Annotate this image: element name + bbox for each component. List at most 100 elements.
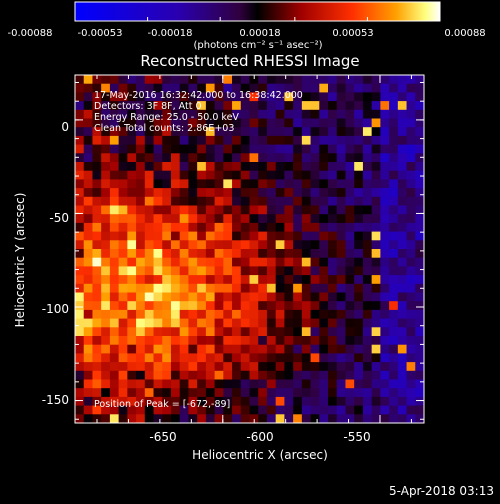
heatmap-cell [232, 292, 242, 302]
heatmap-cell [170, 327, 181, 337]
heatmap-cell [153, 396, 163, 406]
heatmap-cell [371, 318, 381, 328]
heatmap-cell [380, 301, 390, 311]
heatmap-cell [144, 109, 154, 119]
heatmap-cell [397, 257, 407, 267]
heatmap-cell [144, 396, 154, 406]
heatmap-cell [362, 275, 373, 285]
heatmap-cell [83, 283, 93, 293]
heatmap-cell [153, 405, 163, 415]
heatmap-cell [214, 362, 224, 372]
heatmap-cell [92, 188, 102, 198]
heatmap-cell [188, 196, 198, 206]
heatmap-cell [214, 179, 224, 189]
x-tick-label: -550 [343, 430, 370, 444]
heatmap-cell [389, 144, 399, 154]
heatmap-cell [389, 318, 399, 328]
heatmap-cell [214, 344, 224, 354]
heatmap-cell [118, 370, 128, 380]
heatmap-cell [179, 188, 189, 198]
heatmap-cell [406, 362, 416, 372]
heatmap-cell [136, 231, 146, 241]
heatmap-cell [136, 153, 146, 163]
heatmap-cell [345, 188, 355, 198]
heatmap-cell [127, 135, 137, 145]
heatmap-cell [179, 170, 189, 180]
heatmap-cell [153, 336, 163, 346]
heatmap-cell [118, 353, 128, 363]
heatmap-cell [144, 301, 154, 311]
heatmap-cell [136, 101, 146, 111]
heatmap-cell [389, 75, 399, 85]
heatmap-cell [136, 222, 146, 232]
heatmap-cell [301, 275, 311, 285]
heatmap-cell [345, 101, 355, 111]
heatmap-cell [92, 379, 102, 389]
heatmap-cell [197, 188, 207, 198]
heatmap-cell [162, 162, 172, 172]
heatmap-cell [249, 353, 259, 363]
heatmap-cell [397, 336, 407, 346]
heatmap-cell [275, 162, 285, 172]
heatmap-cell [301, 266, 311, 276]
heatmap-cell [371, 388, 381, 398]
heatmap-cell [362, 101, 373, 111]
heatmap-cell [170, 75, 181, 85]
heatmap-cell [179, 153, 189, 163]
heatmap-cell [389, 266, 399, 276]
heatmap-cell [223, 362, 233, 372]
heatmap-cell [101, 162, 111, 172]
heatmap-cell [362, 214, 373, 224]
heatmap-cell [362, 318, 373, 328]
heatmap-cell [301, 362, 311, 372]
heatmap-cell [284, 222, 294, 232]
heatmap-cell [328, 101, 338, 111]
heatmap-cell [301, 396, 311, 406]
heatmap-cell [188, 231, 198, 241]
heatmap-cell [310, 92, 320, 102]
heatmap-cell [153, 83, 163, 93]
heatmap-cell [136, 170, 146, 180]
heatmap-cell [328, 83, 338, 93]
heatmap-cell [284, 144, 294, 154]
heatmap-cell [336, 75, 346, 85]
heatmap-cell [336, 257, 346, 267]
heatmap-cell [75, 153, 85, 163]
heatmap-cell [188, 214, 198, 224]
heatmap-cell [266, 318, 277, 328]
heatmap-cell [371, 336, 381, 346]
heatmap-cell [144, 179, 154, 189]
heatmap-cell [118, 266, 128, 276]
heatmap-cell [223, 205, 233, 215]
heatmap-cell [249, 362, 259, 372]
heatmap-cell [144, 75, 154, 85]
heatmap-cell [127, 205, 137, 215]
heatmap-cell [75, 170, 85, 180]
heatmap-cell [266, 205, 277, 215]
heatmap-cell [371, 396, 381, 406]
heatmap-cell [406, 127, 416, 137]
heatmap-cell [83, 344, 93, 354]
heatmap-cell [188, 135, 198, 145]
heatmap-cell [310, 370, 320, 380]
heatmap-cell [205, 135, 216, 145]
heatmap-cell [258, 353, 268, 363]
heatmap-cell [109, 379, 120, 389]
heatmap-cell [75, 292, 85, 302]
heatmap-cell [232, 405, 242, 415]
heatmap-cell [153, 214, 163, 224]
heatmap-cell [205, 396, 216, 406]
heatmap-cell [109, 257, 120, 267]
heatmap-cell [83, 414, 93, 424]
heatmap-cell [223, 92, 233, 102]
heatmap-cell [179, 309, 189, 319]
heatmap-cell [109, 362, 120, 372]
heatmap-cell [336, 214, 346, 224]
heatmap-cell [197, 379, 207, 389]
heatmap-cell [144, 144, 154, 154]
heatmap-cell [415, 109, 425, 119]
heatmap-cell [240, 327, 250, 337]
heatmap-cell [266, 396, 277, 406]
heatmap-cell [214, 318, 224, 328]
heatmap-cell [258, 75, 268, 85]
